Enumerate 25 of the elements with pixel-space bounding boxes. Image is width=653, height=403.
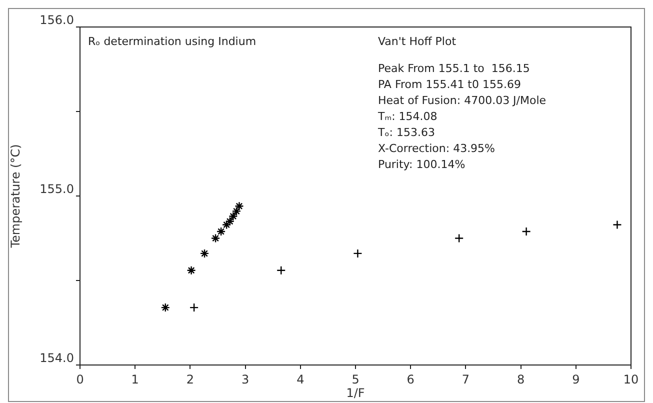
annotation: Van't Hoff Plot <box>378 34 457 48</box>
x-tick-label: 1 <box>131 372 139 386</box>
x-axis-title: 1/F <box>346 386 365 400</box>
x-tick-label: 4 <box>296 372 304 386</box>
y-axis-title: Temperature (°C) <box>8 144 22 249</box>
y-tick-label: 156.0 <box>40 13 74 28</box>
x-tick-label: 2 <box>186 372 194 386</box>
x-tick-label: 6 <box>406 372 414 386</box>
annotation: Peak From 155.1 to 156.15 <box>378 62 530 75</box>
x-tick-label: 9 <box>572 372 580 386</box>
x-tick-label: 7 <box>462 372 470 386</box>
annotation: Rₒ determination using Indium <box>88 34 256 48</box>
annotation: Purity: 100.14% <box>378 158 466 171</box>
annotation: Tₒ: 153.63 <box>377 126 435 139</box>
annotation: Heat of Fusion: 4700.03 J/Mole <box>378 94 546 107</box>
y-tick-label: 155.0 <box>40 182 74 196</box>
y-tick-label: 154.0 <box>40 351 74 366</box>
annotation: Tₘ: 154.08 <box>377 110 438 123</box>
x-tick-label: 10 <box>623 372 639 386</box>
x-tick-label: 3 <box>241 372 250 386</box>
x-tick-label: 5 <box>352 372 360 386</box>
x-tick-label: 0 <box>76 372 84 386</box>
x-tick-label: 8 <box>516 372 525 386</box>
annotation: X-Correction: 43.95% <box>378 142 496 155</box>
annotation: PA From 155.41 t0 155.69 <box>378 78 521 91</box>
